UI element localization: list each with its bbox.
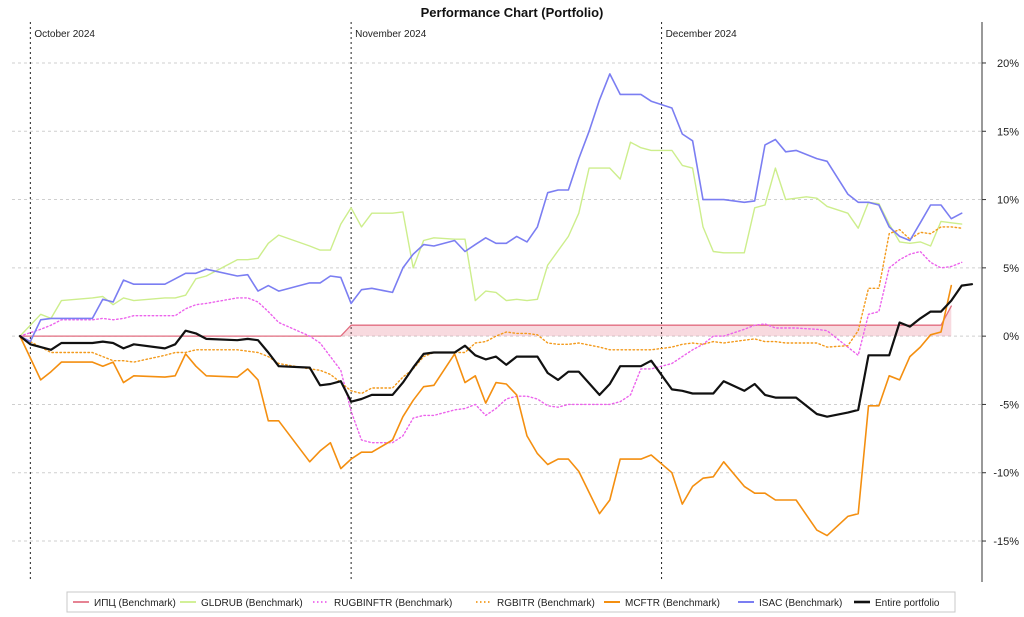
legend-box — [66, 591, 956, 613]
y-tick-label: -5% — [999, 399, 1019, 411]
legend-label[interactable]: ИПЦ (Benchmark) — [94, 598, 176, 609]
series-lines — [18, 73, 974, 537]
series-line-entire-portfolio — [18, 283, 974, 418]
legend-label[interactable]: ISAC (Benchmark) — [759, 598, 842, 609]
month-markers: October 2024 November 2024 December 2024 — [29, 22, 738, 582]
legend-label[interactable]: RGBITR (Benchmark) — [497, 598, 595, 609]
legend-label[interactable]: GLDRUB (Benchmark) — [201, 598, 303, 609]
series-line-benchmark — [19, 305, 952, 337]
y-tick-label: 0% — [1003, 331, 1019, 343]
legend-label[interactable]: Entire portfolio — [875, 598, 940, 609]
legend: ИПЦ (Benchmark) GLDRUB (Benchmark) RUGBINF… — [66, 591, 956, 613]
series-line-mcftr-benchmark — [19, 284, 953, 537]
y-tick-label: 5% — [1003, 263, 1019, 275]
y-tick-label: -10% — [993, 468, 1019, 480]
legend-label[interactable]: RUGBINFTR (Benchmark) — [334, 598, 452, 609]
benchmark-fill — [20, 306, 952, 337]
month-marker-label: October 2024 — [34, 29, 95, 40]
series-area-benchmark — [20, 306, 952, 337]
y-tick-label: 20% — [997, 58, 1019, 70]
y-tick-label: -15% — [993, 536, 1019, 548]
legend-label[interactable]: MCFTR (Benchmark) — [625, 598, 720, 609]
series-line-rgbitr-benchmark — [19, 226, 963, 395]
series-line-isac-benchmark — [19, 73, 963, 343]
y-axis: 20% 15% 10% 5% 0% -5% -10% -15% — [981, 22, 1019, 582]
series-line-gldrub-benchmark — [19, 141, 963, 337]
month-marker-label: November 2024 — [355, 29, 427, 40]
month-marker-label: December 2024 — [666, 29, 738, 40]
chart-title: Performance Chart (Portfolio) — [421, 5, 604, 20]
y-tick-label: 15% — [997, 126, 1019, 138]
series-line-rugbinftr-benchmark — [19, 250, 963, 444]
grid-lines — [12, 62, 982, 542]
y-tick-label: 10% — [997, 195, 1019, 207]
